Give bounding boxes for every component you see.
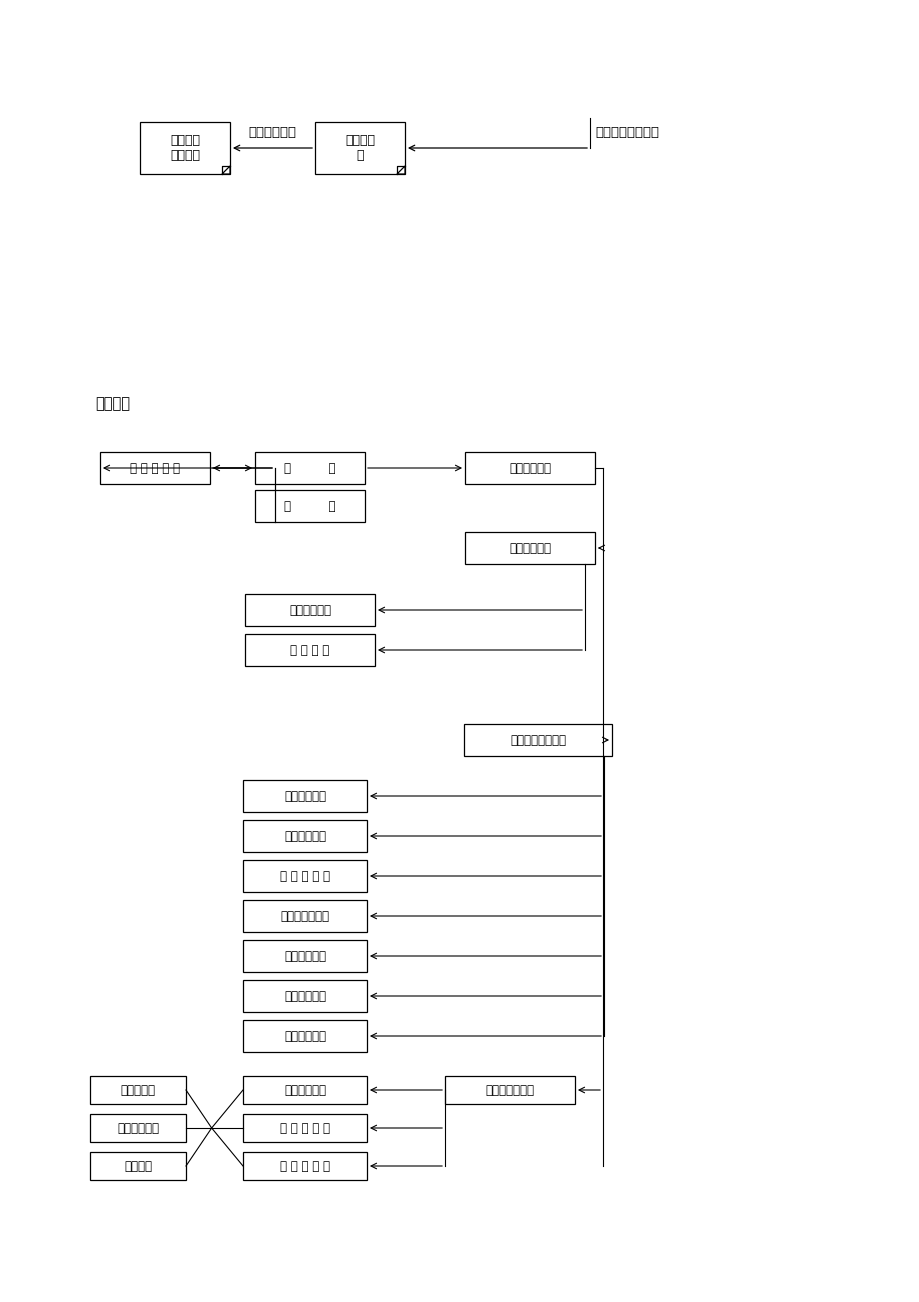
- Bar: [314, 122, 404, 174]
- Bar: [243, 1075, 367, 1104]
- Text: 留 言 板 管 理: 留 言 板 管 理: [279, 1160, 330, 1173]
- Text: 只需提供数据格式: 只需提供数据格式: [595, 125, 658, 138]
- Bar: [255, 490, 365, 522]
- Bar: [244, 594, 375, 626]
- Bar: [445, 1075, 574, 1104]
- Text: 各部门管理: 各部门管理: [120, 1083, 155, 1096]
- Bar: [243, 820, 367, 852]
- Bar: [244, 634, 375, 667]
- Bar: [90, 1115, 186, 1142]
- Bar: [90, 1075, 186, 1104]
- Text: 公司通告维护: 公司通告维护: [284, 789, 325, 802]
- Bar: [464, 452, 595, 484]
- Text: 确认申请信息: 确认申请信息: [289, 604, 331, 617]
- Bar: [243, 1115, 367, 1142]
- Bar: [243, 900, 367, 932]
- Text: 公司动态维护: 公司动态维护: [284, 829, 325, 842]
- Text: 各自管理: 各自管理: [124, 1160, 152, 1173]
- Text: 各子公司管理: 各子公司管理: [117, 1121, 159, 1134]
- Text: 行业资料维护: 行业资料维护: [284, 990, 325, 1003]
- Text: 确 认 权 限: 确 认 权 限: [290, 643, 329, 656]
- Text: 集团部门主页: 集团部门主页: [284, 1083, 325, 1096]
- Text: 密          码: 密 码: [284, 500, 335, 513]
- Text: 集团信息发布系统: 集团信息发布系统: [509, 733, 565, 746]
- Bar: [243, 780, 367, 812]
- Bar: [463, 724, 611, 756]
- Text: （后台）: （后台）: [95, 396, 130, 411]
- Text: 网站数据
库: 网站数据 库: [345, 134, 375, 161]
- Bar: [243, 940, 367, 973]
- Text: 我的办公室管理: 我的办公室管理: [485, 1083, 534, 1096]
- Text: 子 公 司 主 页: 子 公 司 主 页: [279, 1121, 330, 1134]
- Bar: [243, 980, 367, 1012]
- Text: 专业图书维护: 专业图书维护: [284, 1030, 325, 1043]
- Polygon shape: [221, 165, 230, 174]
- Text: 集团资料维护: 集团资料维护: [284, 949, 325, 962]
- Text: 管 理 员 界 面: 管 理 员 界 面: [130, 461, 180, 474]
- Text: 国内外行业动态: 国内外行业动态: [280, 910, 329, 923]
- Bar: [140, 122, 230, 174]
- Text: 数据自动传输: 数据自动传输: [248, 125, 296, 138]
- Text: 职员注册系统: 职员注册系统: [508, 542, 550, 555]
- Bar: [100, 452, 210, 484]
- Bar: [243, 861, 367, 892]
- Polygon shape: [397, 165, 404, 174]
- Bar: [464, 533, 595, 564]
- Bar: [90, 1152, 186, 1180]
- Bar: [243, 1152, 367, 1180]
- Text: 帐          号: 帐 号: [284, 461, 335, 474]
- Bar: [255, 452, 365, 484]
- Text: 后台管理系统: 后台管理系统: [508, 461, 550, 474]
- Text: 公 司 大 事 记: 公 司 大 事 记: [279, 870, 330, 883]
- Text: 网站相应
前台页面: 网站相应 前台页面: [170, 134, 199, 161]
- Bar: [243, 1019, 367, 1052]
